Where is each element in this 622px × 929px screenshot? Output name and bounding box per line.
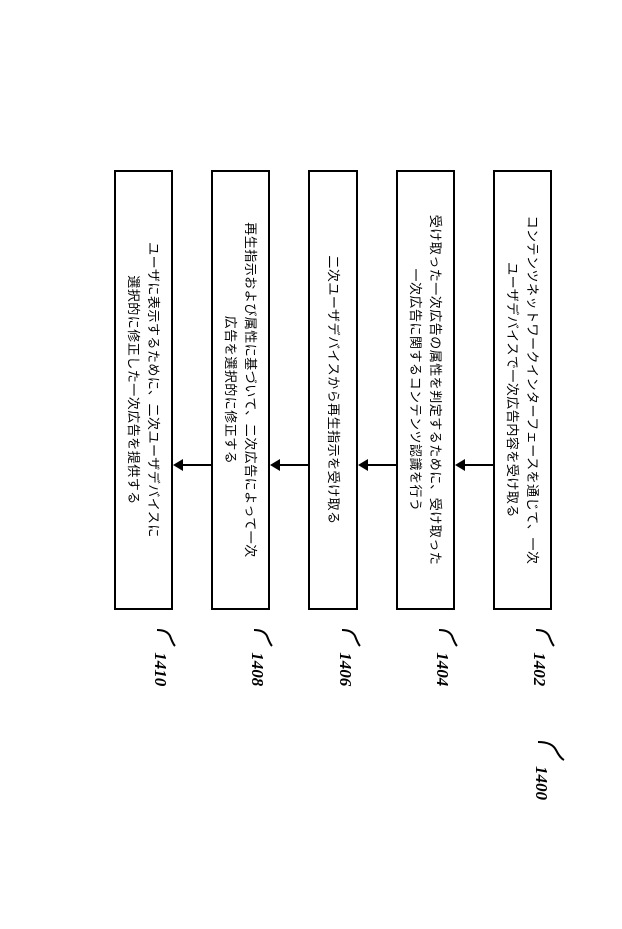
arrow-head-icon xyxy=(270,459,280,471)
step-box: 二次ユーザデバイスから再生指示を受け取る xyxy=(308,170,358,610)
step-row: 受け取った一次広告の属性を判定するために、受け取った一次広告に関するコンテンツ認… xyxy=(396,170,455,760)
step-text: 二次ユーザデバイスから再生指示を受け取る xyxy=(323,255,343,524)
step-label: 1406 xyxy=(335,628,362,686)
step-text: 再生指示および属性に基づいて、二次広告によって一次広告を選択的に修正する xyxy=(221,222,260,557)
arrow-connector xyxy=(173,459,211,471)
step-text: ユーザに表示するために、二次ユーザデバイスに選択的に修正した一次広告を提供する xyxy=(124,242,163,538)
arrow-stem xyxy=(465,464,493,466)
step-box: 受け取った一次広告の属性を判定するために、受け取った一次広告に関するコンテンツ認… xyxy=(396,170,455,610)
step-box: 再生指示および属性に基づいて、二次広告によって一次広告を選択的に修正する xyxy=(211,170,270,610)
step-text: コンテンツネットワークインターフェースを通じて、一次ユーザデバイスで一次広告内容… xyxy=(503,216,542,565)
step-box: コンテンツネットワークインターフェースを通じて、一次ユーザデバイスで一次広告内容… xyxy=(493,170,552,610)
step-text: 受け取った一次広告の属性を判定するために、受け取った一次広告に関するコンテンツ認… xyxy=(406,215,445,566)
title-number: 1400 xyxy=(532,766,551,800)
arrow-connector xyxy=(270,459,308,471)
arrow-connector xyxy=(455,459,493,471)
arrow-stem xyxy=(183,464,211,466)
step-row: コンテンツネットワークインターフェースを通じて、一次ユーザデバイスで一次広告内容… xyxy=(493,170,552,760)
arrow-head-icon xyxy=(173,459,183,471)
step-label: 1402 xyxy=(529,628,556,686)
step-label: 1410 xyxy=(150,628,177,686)
flowchart: 1400 コンテンツネットワークインターフェースを通じて、一次ユーザデバイスで一… xyxy=(114,170,552,760)
step-row: ユーザに表示するために、二次ユーザデバイスに選択的に修正した一次広告を提供する … xyxy=(114,170,173,760)
arrow-connector xyxy=(358,459,396,471)
bracket-icon xyxy=(252,628,274,648)
bracket-icon xyxy=(340,628,362,648)
step-id: 1410 xyxy=(151,652,170,686)
bracket-icon xyxy=(155,628,177,648)
step-label: 1408 xyxy=(247,628,274,686)
step-id: 1408 xyxy=(248,652,267,686)
arrow-head-icon xyxy=(455,459,465,471)
step-id: 1406 xyxy=(336,652,355,686)
step-id: 1404 xyxy=(433,652,452,686)
bracket-icon xyxy=(534,628,556,648)
bracket-icon xyxy=(437,628,459,648)
arrow-stem xyxy=(368,464,396,466)
step-row: 二次ユーザデバイスから再生指示を受け取る 1406 xyxy=(308,170,358,760)
step-row: 再生指示および属性に基づいて、二次広告によって一次広告を選択的に修正する 140… xyxy=(211,170,270,760)
arrow-head-icon xyxy=(358,459,368,471)
step-label: 1404 xyxy=(432,628,459,686)
step-box: ユーザに表示するために、二次ユーザデバイスに選択的に修正した一次広告を提供する xyxy=(114,170,173,610)
arrow-stem xyxy=(280,464,308,466)
step-id: 1402 xyxy=(530,652,549,686)
